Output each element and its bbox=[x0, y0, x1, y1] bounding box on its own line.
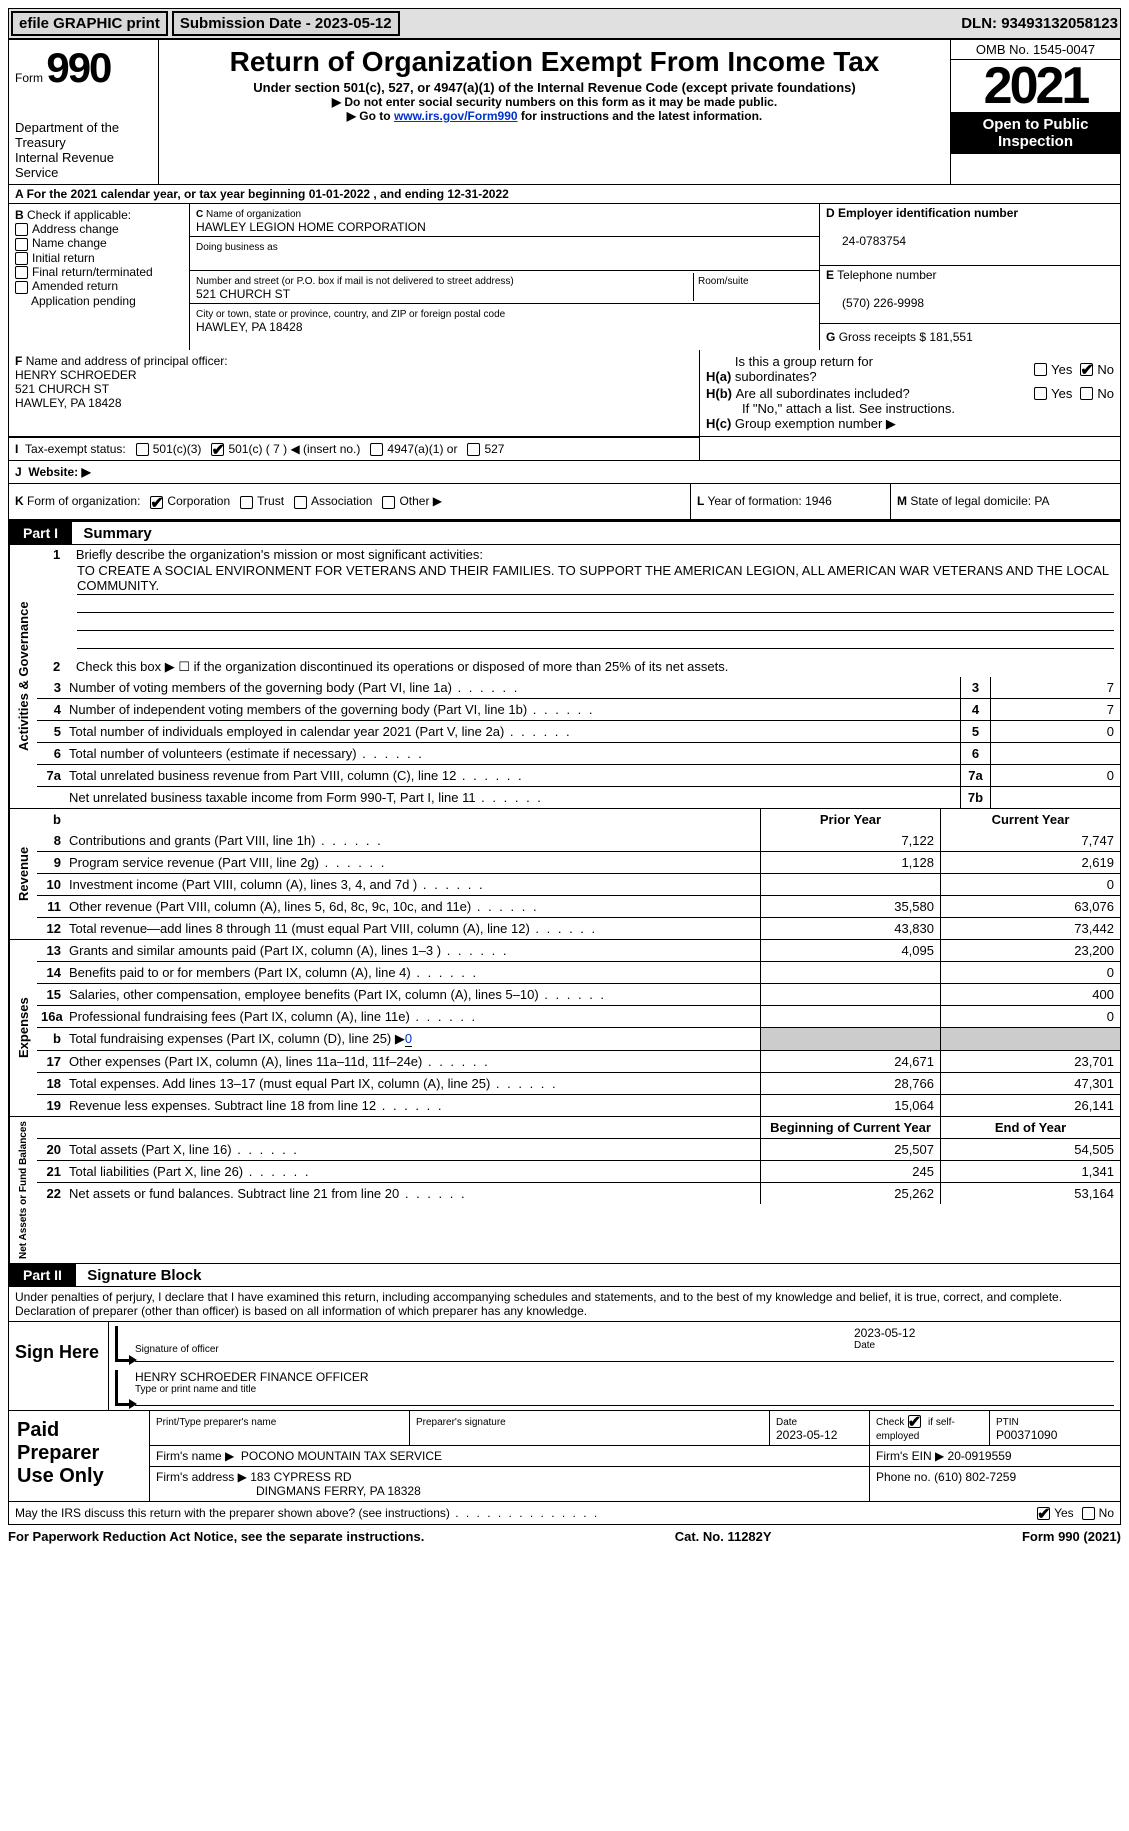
org-name: HAWLEY LEGION HOME CORPORATION bbox=[196, 220, 426, 234]
cb-4947[interactable] bbox=[370, 443, 383, 456]
summary-line: 21Total liabilities (Part X, line 26)245… bbox=[37, 1161, 1120, 1183]
col-d: D Employer identification number 24-0783… bbox=[820, 204, 1120, 350]
summary-line: 17Other expenses (Part IX, column (A), l… bbox=[37, 1051, 1120, 1073]
summary-line: 13Grants and similar amounts paid (Part … bbox=[37, 940, 1120, 962]
public-inspection: Open to Public Inspection bbox=[951, 112, 1120, 154]
cb-assoc[interactable] bbox=[294, 496, 307, 509]
dln: DLN: 93493132058123 bbox=[961, 15, 1118, 32]
col-b: B Check if applicable: Address change Na… bbox=[9, 204, 189, 350]
part1-header: Part I Summary bbox=[8, 520, 1121, 545]
summary-netassets: Net Assets or Fund Balances Beginning of… bbox=[8, 1116, 1121, 1264]
cb-discuss-yes[interactable] bbox=[1037, 1507, 1050, 1520]
vlabel-revenue: Revenue bbox=[9, 809, 37, 939]
ssn-note: Do not enter social security numbers on … bbox=[165, 95, 944, 109]
sign-block: Sign Here Signature of officer 2023-05-1… bbox=[8, 1322, 1121, 1502]
footer: For Paperwork Reduction Act Notice, see … bbox=[8, 1525, 1121, 1548]
sig-arrow-icon-2 bbox=[115, 1370, 129, 1406]
summary-line: 14Benefits paid to or for members (Part … bbox=[37, 962, 1120, 984]
sig-name: HENRY SCHROEDER FINANCE OFFICER bbox=[135, 1370, 1114, 1384]
cb-address-change[interactable] bbox=[15, 223, 28, 236]
discuss-row: May the IRS discuss this return with the… bbox=[8, 1502, 1121, 1525]
summary-line: 5Total number of individuals employed in… bbox=[37, 721, 1120, 743]
cb-other[interactable] bbox=[382, 496, 395, 509]
summary-line: 10Investment income (Part VIII, column (… bbox=[37, 874, 1120, 896]
gross-receipts: 181,551 bbox=[929, 330, 972, 344]
cb-name-change[interactable] bbox=[15, 238, 28, 251]
summary-line: 20Total assets (Part X, line 16)25,50754… bbox=[37, 1139, 1120, 1161]
efile-print[interactable]: efile GRAPHIC print bbox=[11, 11, 168, 36]
summary-line: 22Net assets or fund balances. Subtract … bbox=[37, 1183, 1120, 1204]
goto-note: Go to www.irs.gov/Form990 for instructio… bbox=[165, 109, 944, 123]
section-bcd: B Check if applicable: Address change Na… bbox=[8, 204, 1121, 350]
summary-line: 4Number of independent voting members of… bbox=[37, 699, 1120, 721]
org-city: HAWLEY, PA 18428 bbox=[196, 320, 303, 334]
phone: (570) 226-9998 bbox=[826, 296, 924, 310]
cb-amended[interactable] bbox=[15, 281, 28, 294]
summary-line: 16aProfessional fundraising fees (Part I… bbox=[37, 1006, 1120, 1028]
cb-hb-yes[interactable] bbox=[1034, 387, 1047, 400]
dept-label: Department of the TreasuryInternal Reven… bbox=[15, 120, 152, 180]
ein: 24-0783754 bbox=[826, 234, 906, 248]
tax-year: 2021 bbox=[951, 60, 1120, 112]
form-header: Form 990 Department of the TreasuryInter… bbox=[8, 40, 1121, 185]
line-klm: K Form of organization: Corporation Trus… bbox=[8, 484, 1121, 519]
top-bar: efile GRAPHIC print Submission Date - 20… bbox=[8, 8, 1121, 40]
cb-self-employed[interactable] bbox=[908, 1415, 921, 1428]
summary-line: Net unrelated business taxable income fr… bbox=[37, 787, 1120, 808]
cb-ha-yes[interactable] bbox=[1034, 363, 1047, 376]
form-subtitle: Under section 501(c), 527, or 4947(a)(1)… bbox=[165, 80, 944, 95]
summary-line: 9Program service revenue (Part VIII, lin… bbox=[37, 852, 1120, 874]
vlabel-governance: Activities & Governance bbox=[9, 545, 37, 808]
cb-ha-no[interactable] bbox=[1080, 363, 1093, 376]
form-number: 990 bbox=[46, 44, 110, 91]
cb-501c3[interactable] bbox=[136, 443, 149, 456]
col-c: C Name of organization HAWLEY LEGION HOM… bbox=[189, 204, 820, 350]
summary-line: 8Contributions and grants (Part VIII, li… bbox=[37, 830, 1120, 852]
sig-date: 2023-05-12 bbox=[854, 1326, 1114, 1340]
cb-discuss-no[interactable] bbox=[1082, 1507, 1095, 1520]
summary-line: 3Number of voting members of the governi… bbox=[37, 677, 1120, 699]
cb-trust[interactable] bbox=[240, 496, 253, 509]
summary-line: 15Salaries, other compensation, employee… bbox=[37, 984, 1120, 1006]
summary-line: 12Total revenue—add lines 8 through 11 (… bbox=[37, 918, 1120, 939]
vlabel-expenses: Expenses bbox=[9, 940, 37, 1116]
mission-text: TO CREATE A SOCIAL ENVIRONMENT FOR VETER… bbox=[77, 562, 1114, 595]
line-j: J Website: ▶ bbox=[8, 461, 1121, 484]
cb-corp[interactable] bbox=[150, 496, 163, 509]
irs-link[interactable]: www.irs.gov/Form990 bbox=[394, 109, 518, 123]
summary-revenue: Revenue b Prior Year Current Year 8Contr… bbox=[8, 808, 1121, 939]
penalty-text: Under penalties of perjury, I declare th… bbox=[8, 1287, 1121, 1322]
cb-501c[interactable] bbox=[211, 443, 224, 456]
cb-hb-no[interactable] bbox=[1080, 387, 1093, 400]
summary-line: 6Total number of volunteers (estimate if… bbox=[37, 743, 1120, 765]
summary-governance: Activities & Governance 1 Briefly descri… bbox=[8, 545, 1121, 808]
summary-line: 7aTotal unrelated business revenue from … bbox=[37, 765, 1120, 787]
sig-arrow-icon bbox=[115, 1326, 129, 1362]
summary-expenses: Expenses 13Grants and similar amounts pa… bbox=[8, 939, 1121, 1116]
cb-final-return[interactable] bbox=[15, 266, 28, 279]
summary-line: 11Other revenue (Part VIII, column (A), … bbox=[37, 896, 1120, 918]
firm-name: POCONO MOUNTAIN TAX SERVICE bbox=[241, 1449, 442, 1463]
section-fh: F Name and address of principal officer:… bbox=[8, 350, 1121, 437]
org-address: 521 CHURCH ST bbox=[196, 287, 290, 301]
form-label: Form bbox=[15, 71, 43, 85]
part2-header: Part II Signature Block bbox=[8, 1264, 1121, 1287]
line-a: A For the 2021 calendar year, or tax yea… bbox=[8, 185, 1121, 204]
officer-name: HENRY SCHROEDER bbox=[15, 368, 137, 382]
form-title: Return of Organization Exempt From Incom… bbox=[165, 46, 944, 78]
submission-date: Submission Date - 2023-05-12 bbox=[172, 11, 400, 36]
line-i-row: I Tax-exempt status: 501(c)(3) 501(c) ( … bbox=[8, 437, 1121, 461]
vlabel-netassets: Net Assets or Fund Balances bbox=[9, 1117, 37, 1263]
paid-preparer: Paid Preparer Use Only Print/Type prepar… bbox=[9, 1410, 1120, 1501]
cb-initial-return[interactable] bbox=[15, 252, 28, 265]
summary-line: 18Total expenses. Add lines 13–17 (must … bbox=[37, 1073, 1120, 1095]
cb-527[interactable] bbox=[467, 443, 480, 456]
summary-line: 19Revenue less expenses. Subtract line 1… bbox=[37, 1095, 1120, 1116]
sign-here-label: Sign Here bbox=[9, 1322, 109, 1410]
paid-preparer-label: Paid Preparer Use Only bbox=[9, 1411, 149, 1501]
